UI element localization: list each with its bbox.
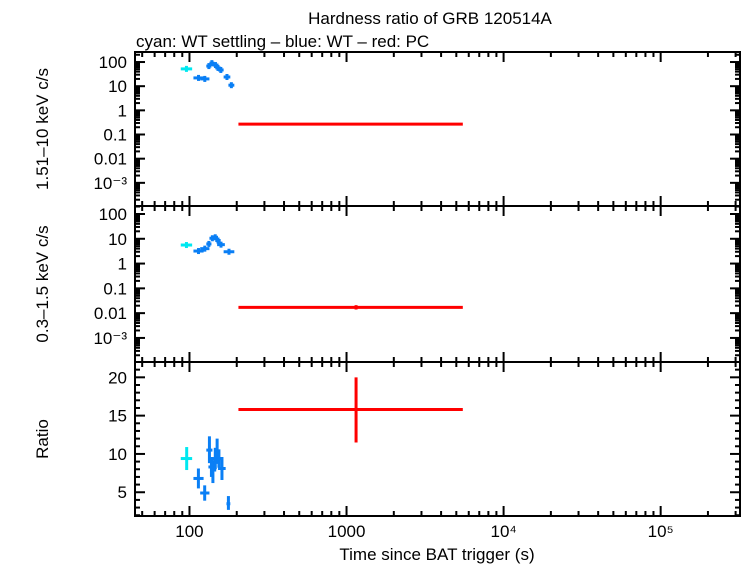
data-point [200,75,210,82]
series [238,122,463,126]
panel-frame [134,361,741,517]
series [238,305,463,310]
y-tick-label: 5 [118,483,127,502]
y-tick-label: 1 [118,101,127,120]
y-tick-label: 100 [99,205,127,224]
data-point [218,457,226,480]
data-point [228,82,235,89]
y-tick-label: 0.01 [94,304,127,323]
data-point [238,305,463,310]
series [193,234,235,255]
data-point [180,447,193,471]
y-tick-label: 1 [118,255,127,274]
y-tick-label: 10 [108,77,127,96]
y-tick-label: 0.1 [103,279,127,298]
series [180,65,193,72]
data-point [180,65,193,72]
y-axis-label: Ratio [33,419,52,459]
data-point [180,242,193,249]
panel-frame [134,205,741,363]
series [193,60,235,89]
y-tick-label: 10⁻³ [93,329,127,348]
y-tick-label: 0.1 [103,126,127,145]
y-tick-label: 10⁻³ [93,174,127,193]
series [180,242,193,249]
panel-3: 20 15 10 5 100 1000 10⁴ 10⁵ Ratio [33,361,741,541]
data-point [217,241,225,248]
x-tick-label: 100 [175,522,203,541]
data-point [238,122,463,126]
chart-title: Hardness ratio of GRB 120514A [308,9,552,28]
data-point [223,74,231,81]
chart-subtitle: cyan: WT settling – blue: WT – red: PC [136,32,429,51]
data-point [209,60,215,67]
y-axis-label: 1.51–10 keV c/s [33,68,52,190]
x-axis-label: Time since BAT trigger (s) [339,545,534,564]
y-axis-label: 0.3–1.5 keV c/s [33,225,52,342]
panel-1: 100 10 1 0.1 0.01 10⁻³ 1.51–10 keV c/s [33,51,741,207]
y-tick-label: 100 [99,53,127,72]
data-point [206,436,213,464]
panel-2: 100 10 1 0.1 0.01 10⁻³ 0.3–1.5 keV c/s [33,205,741,363]
x-tick-label: 10⁴ [490,522,516,541]
x-tick-label: 1000 [328,522,366,541]
data-point [223,248,235,255]
data-point [238,377,463,443]
data-point [200,485,210,501]
series [180,447,193,471]
y-tick-label: 0.01 [94,150,127,169]
data-point [200,245,210,252]
data-point [193,468,204,489]
x-tick-label: 10⁵ [648,522,674,541]
data-point [226,496,231,510]
series [193,436,231,510]
data-point [206,240,212,247]
data-point [215,237,221,244]
y-tick-label: 10 [108,445,127,464]
data-point [212,234,219,241]
y-tick-label: 15 [108,407,127,426]
y-tick-label: 10 [108,230,127,249]
data-point [218,66,224,73]
series [238,377,463,443]
data-point [210,460,217,484]
y-tick-label: 20 [108,368,127,387]
data-point [193,248,204,255]
